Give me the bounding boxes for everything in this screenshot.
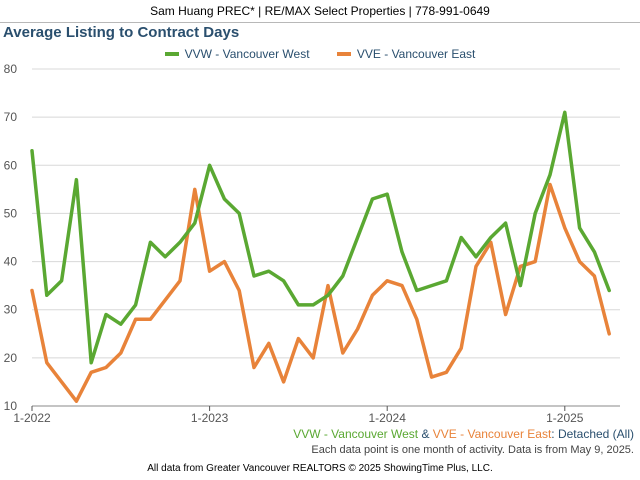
y-tick-label: 50 — [4, 206, 18, 220]
y-tick-label: 80 — [4, 62, 18, 76]
y-tick-label: 60 — [4, 158, 18, 172]
legend-item-vvw: VVW - Vancouver West — [164, 47, 310, 61]
series-caption: VVW - Vancouver West & VVE - Vancouver E… — [293, 427, 634, 441]
y-tick-label: 20 — [4, 351, 18, 365]
chart-legend: VVW - Vancouver West VVE - Vancouver Eas… — [0, 45, 640, 61]
data-note: Each data point is one month of activity… — [311, 444, 634, 456]
y-tick-label: 70 — [4, 110, 18, 124]
x-tick-label: 1-2024 — [369, 411, 407, 425]
x-tick-label: 1-2025 — [546, 411, 584, 425]
legend-label-vve: VVE - Vancouver East — [356, 47, 476, 61]
x-tick-label: 1-2023 — [191, 411, 229, 425]
legend-item-vve: VVE - Vancouver East — [336, 47, 476, 61]
x-tick-label: 1-2022 — [13, 411, 51, 425]
series-line-vve — [30, 182, 611, 403]
legend-swatch-vve — [336, 52, 351, 56]
caption-rest: : Detached (All) — [551, 427, 634, 441]
y-tick-label: 40 — [4, 255, 18, 269]
series-line-vvw — [30, 110, 611, 365]
footer-credit: All data from Greater Vancouver REALTORS… — [147, 463, 493, 474]
caption-vve: VVE - Vancouver East — [432, 427, 552, 441]
y-tick-label: 30 — [4, 303, 18, 317]
caption-vvw: VVW - Vancouver West — [293, 427, 419, 441]
caption-amp: & — [418, 427, 433, 441]
header-contact-text: Sam Huang PREC* | RE/MAX Select Properti… — [150, 4, 490, 18]
legend-swatch-vvw — [164, 52, 179, 56]
legend-label-vvw: VVW - Vancouver West — [184, 47, 310, 61]
y-tick-label: 10 — [4, 399, 18, 413]
header-contact-bar: Sam Huang PREC* | RE/MAX Select Properti… — [0, 0, 640, 23]
chart-title: Average Listing to Contract Days — [3, 24, 240, 41]
